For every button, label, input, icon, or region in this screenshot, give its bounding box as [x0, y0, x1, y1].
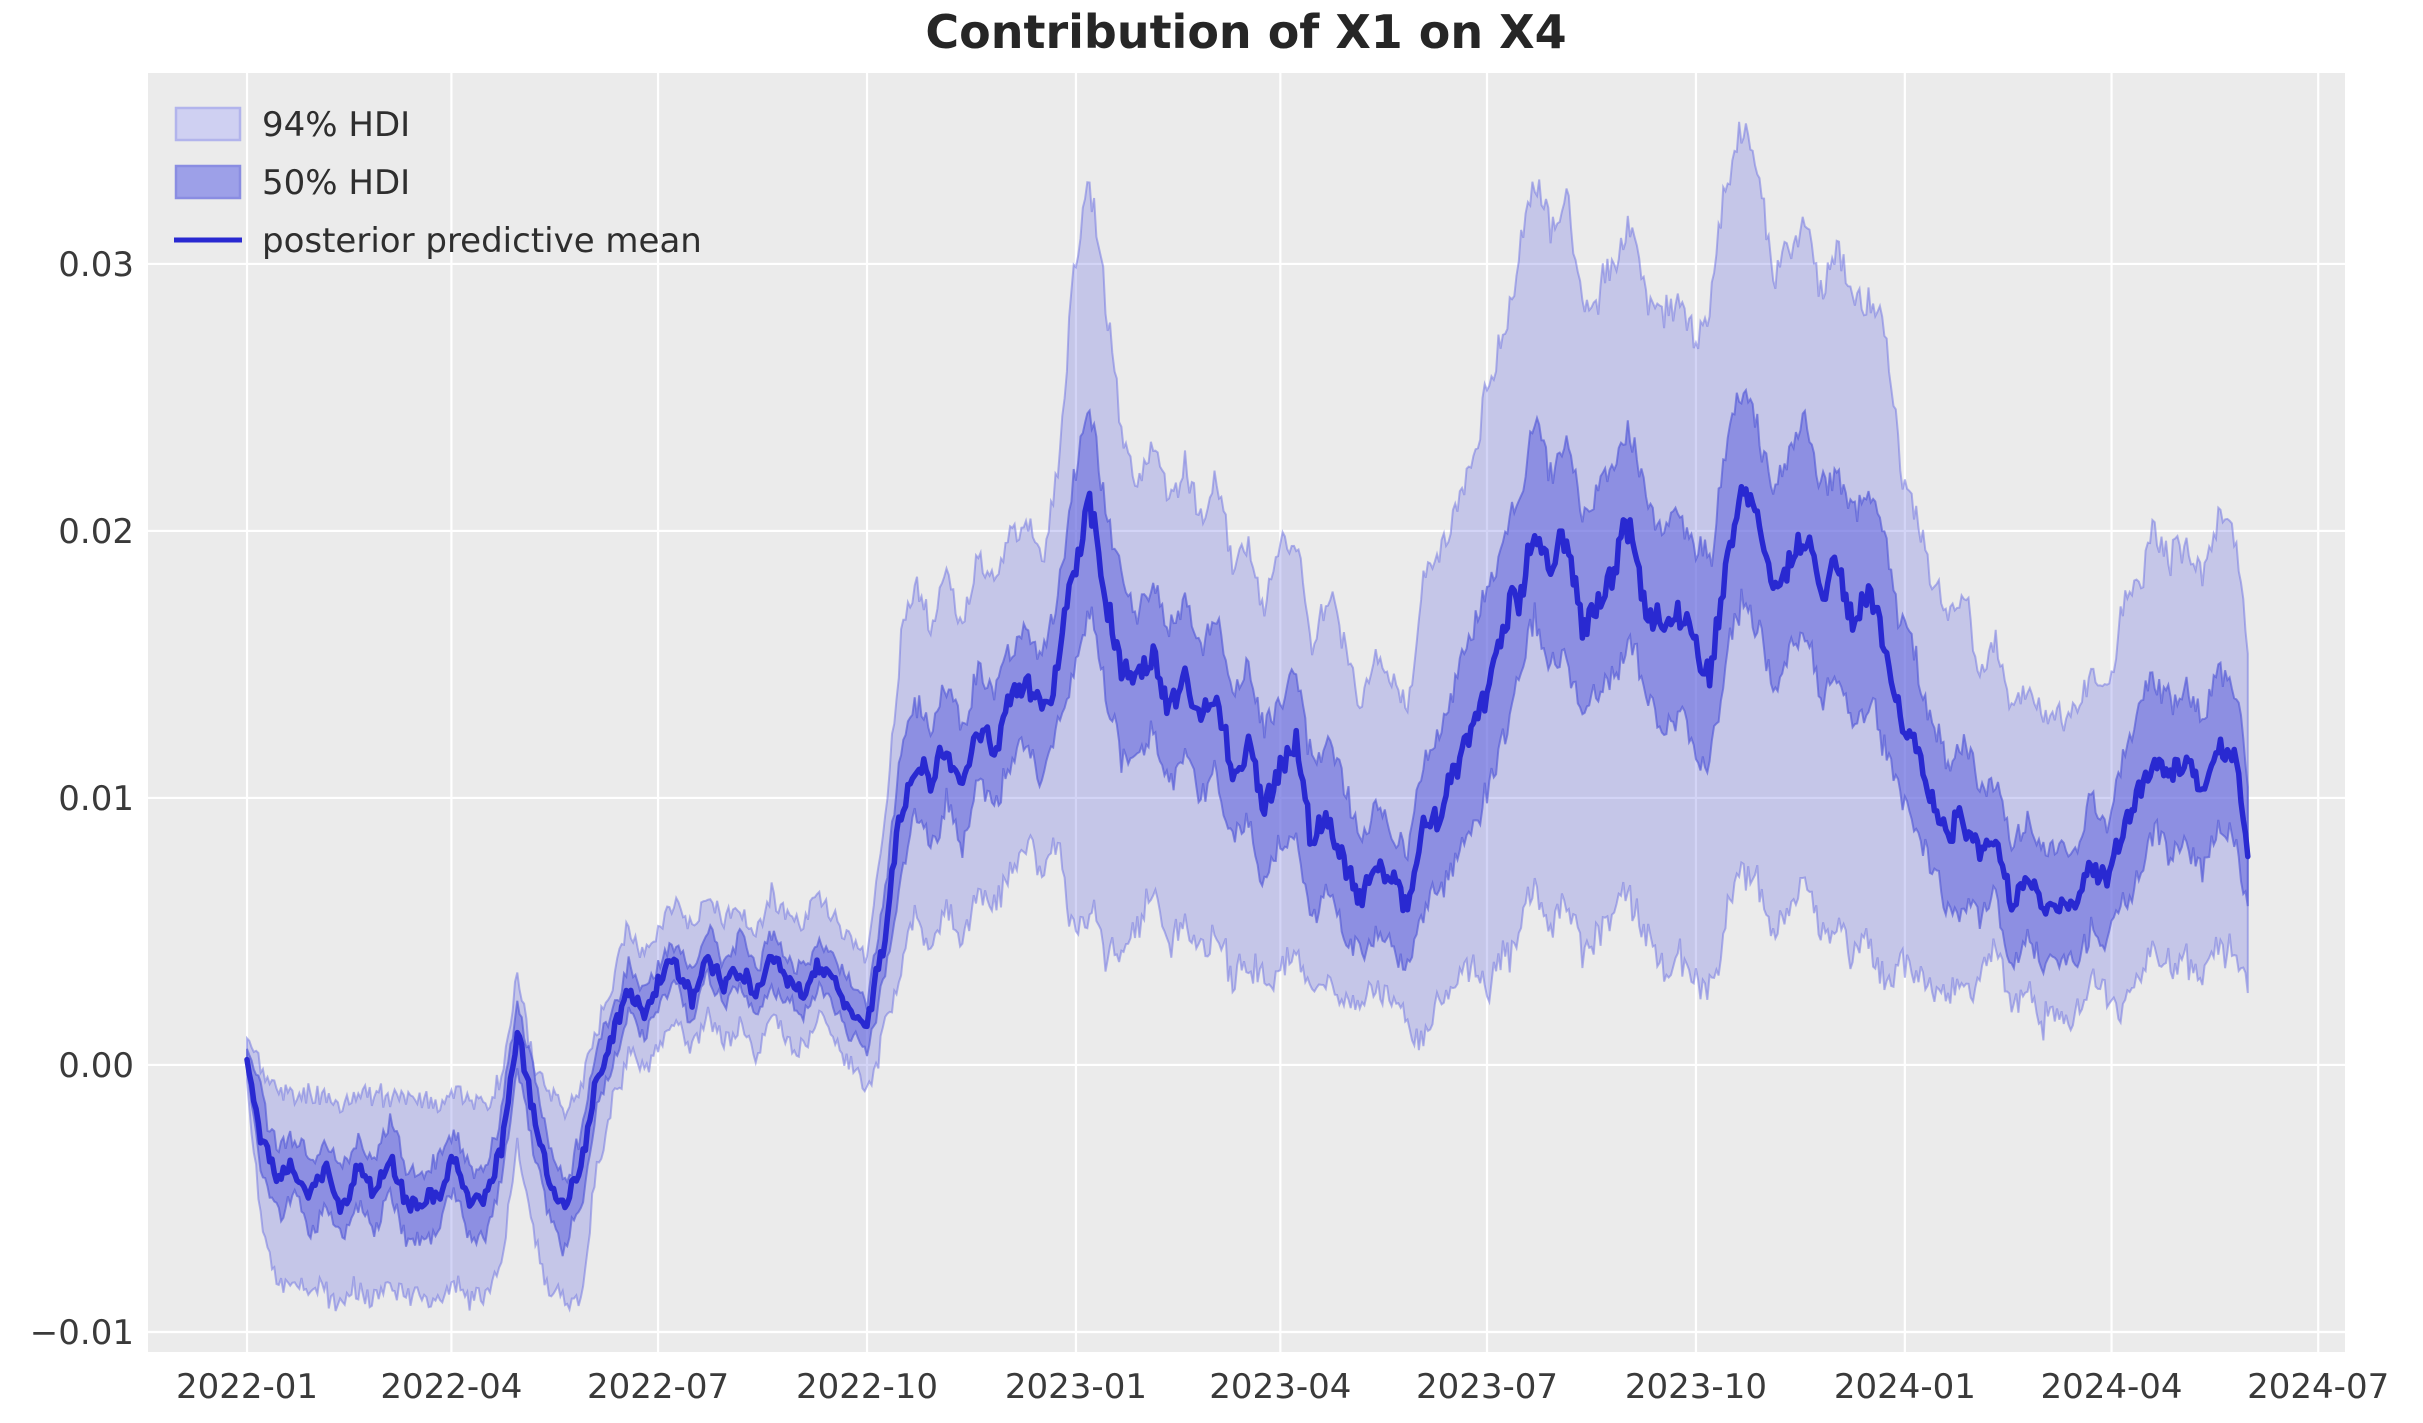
legend-label-94-hdi: 94% HDI [262, 105, 410, 145]
hdi50-swatch-icon [174, 164, 242, 200]
svg-text:2023-04: 2023-04 [1209, 1367, 1351, 1407]
svg-text:2024-04: 2024-04 [2041, 1367, 2183, 1407]
svg-text:2022-10: 2022-10 [796, 1367, 938, 1407]
svg-text:2023-10: 2023-10 [1625, 1367, 1767, 1407]
svg-text:2022-01: 2022-01 [176, 1367, 318, 1407]
hdi50-band-area [246, 387, 2249, 1257]
svg-text:0.01: 0.01 [58, 779, 134, 819]
svg-text:0.03: 0.03 [58, 245, 134, 285]
hdi94-swatch-icon [174, 106, 242, 142]
svg-text:−0.01: −0.01 [30, 1313, 134, 1353]
posterior-mean-line [244, 483, 2251, 1215]
chart-title: Contribution of X1 on X4 [925, 5, 1566, 59]
legend-label-posterior-mean: posterior predictive mean [262, 221, 702, 261]
svg-text:2022-07: 2022-07 [587, 1367, 729, 1407]
y-axis-tick-labels: −0.01 0.00 0.01 0.02 0.03 [30, 245, 134, 1353]
svg-text:2024-07: 2024-07 [2247, 1367, 2389, 1407]
legend-item-posterior-mean: posterior predictive mean [174, 221, 702, 261]
legend: 94% HDI 50% HDI posterior predictive mea… [174, 105, 702, 261]
svg-text:0.00: 0.00 [58, 1046, 134, 1086]
svg-text:0.02: 0.02 [58, 512, 134, 552]
svg-text:2023-07: 2023-07 [1416, 1367, 1558, 1407]
legend-item-50-hdi: 50% HDI [174, 163, 410, 203]
x-axis-tick-labels: 2022-01 2022-04 2022-07 2022-10 2023-01 2023-… [176, 1367, 2389, 1407]
legend-item-94-hdi: 94% HDI [174, 105, 410, 145]
svg-text:2023-01: 2023-01 [1005, 1367, 1147, 1407]
svg-text:2024-01: 2024-01 [1834, 1367, 1976, 1407]
svg-text:2022-04: 2022-04 [380, 1367, 522, 1407]
legend-label-50-hdi: 50% HDI [262, 163, 410, 203]
